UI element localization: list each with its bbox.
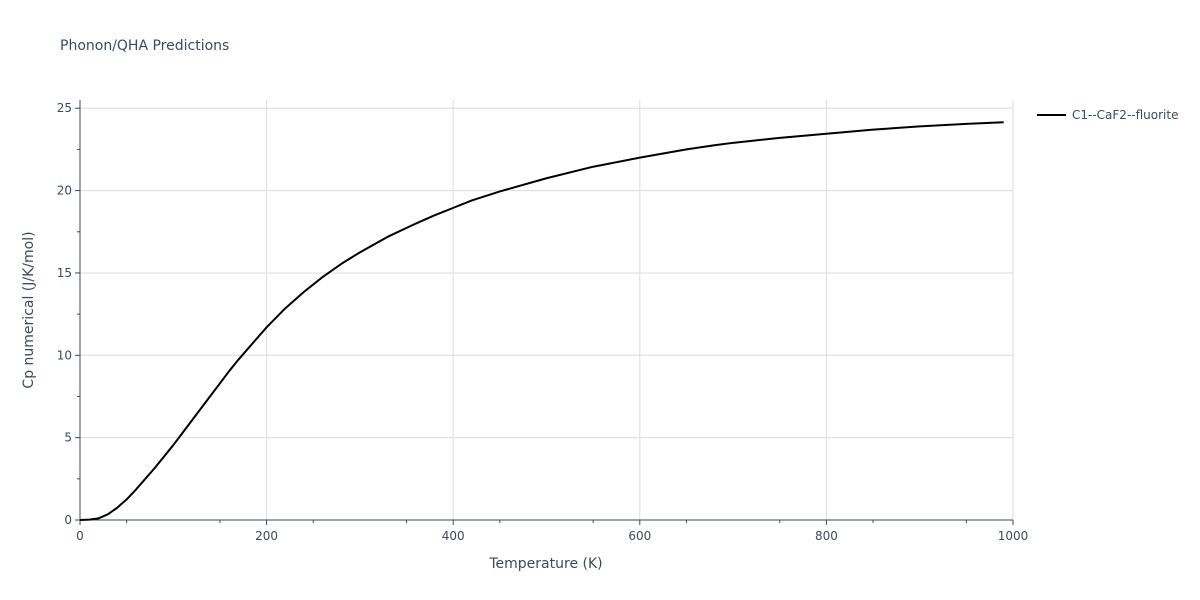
y-tick-label: 0 [64,513,72,527]
x-tick-label: 200 [255,529,278,543]
axes [75,100,1014,525]
x-tick-label: 1000 [998,529,1029,543]
y-tick-label: 10 [57,348,72,362]
chart-title: Phonon/QHA Predictions [60,38,229,54]
y-axis-title: Cp numerical (J/K/mol) [21,231,37,388]
x-tick-label: 600 [628,529,651,543]
series-lines [79,121,1004,521]
legend-label: C1--CaF2--fluorite [1072,108,1178,122]
y-tick-label: 20 [57,184,72,198]
legend: C1--CaF2--fluorite [1037,108,1178,122]
y-tick-label: 5 [64,431,72,445]
grid-lines [80,100,1014,520]
x-tick-label: 800 [815,529,838,543]
x-tick-label: 0 [76,529,84,543]
y-tick-label: 15 [57,266,72,280]
y-tick-label: 25 [57,101,72,115]
tick-labels: 0 200 400 600 800 1000 0 5 10 15 20 25 [57,101,1029,543]
series-line-0 [79,121,1004,521]
x-axis-title: Temperature (K) [488,556,602,572]
x-tick-label: 400 [442,529,465,543]
